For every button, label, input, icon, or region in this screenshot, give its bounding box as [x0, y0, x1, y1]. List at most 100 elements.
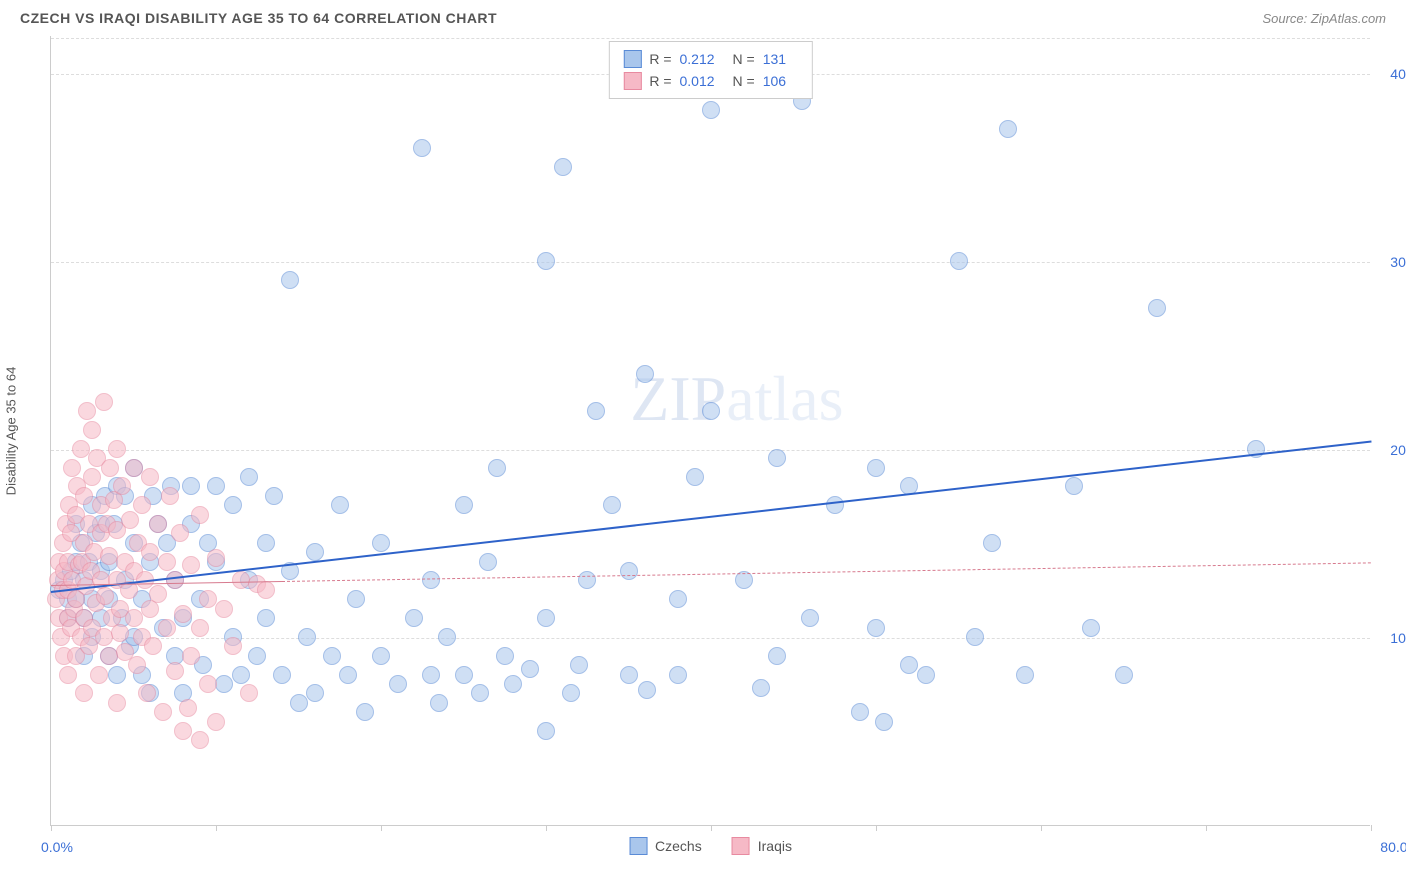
scatter-point [166, 571, 184, 589]
scatter-point [306, 684, 324, 702]
legend-r-value: 0.212 [680, 51, 725, 67]
scatter-point [537, 609, 555, 627]
scatter-point [191, 506, 209, 524]
scatter-point [100, 647, 118, 665]
scatter-point [171, 524, 189, 542]
scatter-point [207, 477, 225, 495]
scatter-point [182, 556, 200, 574]
scatter-point [455, 496, 473, 514]
scatter-point [1115, 666, 1133, 684]
scatter-point [125, 459, 143, 477]
scatter-point [248, 647, 266, 665]
scatter-point [372, 534, 390, 552]
scatter-point [191, 731, 209, 749]
source-attribution: Source: ZipAtlas.com [1262, 11, 1386, 26]
scatter-point [875, 713, 893, 731]
scatter-point [78, 402, 96, 420]
scatter-point [900, 656, 918, 674]
x-tick-mark [1041, 825, 1042, 831]
scatter-point [537, 252, 555, 270]
scatter-point [471, 684, 489, 702]
scatter-point [603, 496, 621, 514]
scatter-point [149, 515, 167, 533]
scatter-point [455, 666, 473, 684]
scatter-point [179, 699, 197, 717]
scatter-point [149, 585, 167, 603]
gridline [51, 38, 1370, 39]
scatter-point [752, 679, 770, 697]
x-tick-mark [216, 825, 217, 831]
scatter-point [413, 139, 431, 157]
y-tick-label: 30.0% [1390, 254, 1406, 270]
scatter-point [133, 496, 151, 514]
scatter-point [182, 477, 200, 495]
scatter-point [154, 703, 172, 721]
scatter-point [273, 666, 291, 684]
scatter-point [636, 365, 654, 383]
scatter-point [966, 628, 984, 646]
scatter-point [768, 647, 786, 665]
legend-swatch [732, 837, 750, 855]
scatter-point [141, 543, 159, 561]
scatter-point [339, 666, 357, 684]
y-axis-label: Disability Age 35 to 64 [4, 366, 19, 495]
scatter-point [562, 684, 580, 702]
series-legend: Czechs Iraqis [629, 837, 792, 855]
scatter-point [1065, 477, 1083, 495]
gridline [51, 262, 1370, 263]
scatter-point [488, 459, 506, 477]
scatter-point [75, 684, 93, 702]
scatter-point [587, 402, 605, 420]
x-tick-mark [1371, 825, 1372, 831]
scatter-point [479, 553, 497, 571]
scatter-point [983, 534, 1001, 552]
legend-n-value: 131 [763, 51, 798, 67]
scatter-point [768, 449, 786, 467]
legend-series-name: Czechs [655, 838, 702, 854]
y-tick-label: 40.0% [1390, 66, 1406, 82]
scatter-point [430, 694, 448, 712]
gridline [51, 450, 1370, 451]
scatter-point [83, 421, 101, 439]
scatter-point [161, 487, 179, 505]
scatter-point [521, 660, 539, 678]
x-tick-label-min: 0.0% [41, 839, 73, 855]
scatter-point [620, 666, 638, 684]
y-tick-label: 10.0% [1390, 630, 1406, 646]
scatter-point [224, 496, 242, 514]
scatter-point [215, 675, 233, 693]
scatter-point [950, 252, 968, 270]
scatter-point [101, 459, 119, 477]
legend-n-value: 106 [763, 73, 798, 89]
scatter-point [298, 628, 316, 646]
scatter-point [389, 675, 407, 693]
scatter-point [405, 609, 423, 627]
scatter-point [95, 393, 113, 411]
scatter-point [240, 468, 258, 486]
legend-r-value: 0.012 [680, 73, 725, 89]
scatter-point [917, 666, 935, 684]
scatter-point [1082, 619, 1100, 637]
scatter-point [224, 637, 242, 655]
scatter-point [578, 571, 596, 589]
trend-line [51, 440, 1371, 592]
legend-row: R =0.012N =106 [623, 70, 797, 92]
scatter-point [174, 722, 192, 740]
scatter-point [496, 647, 514, 665]
scatter-point [199, 675, 217, 693]
scatter-point [257, 609, 275, 627]
scatter-point [638, 681, 656, 699]
x-tick-mark [381, 825, 382, 831]
x-tick-mark [1206, 825, 1207, 831]
scatter-point [702, 101, 720, 119]
scatter-point [158, 553, 176, 571]
correlation-legend: R =0.212N =131R =0.012N =106 [608, 41, 812, 99]
scatter-point [504, 675, 522, 693]
scatter-point [347, 590, 365, 608]
scatter-point [72, 440, 90, 458]
x-tick-mark [546, 825, 547, 831]
scatter-point [207, 549, 225, 567]
legend-r-label: R = [649, 51, 671, 67]
scatter-point [108, 666, 126, 684]
legend-series-name: Iraqis [758, 838, 792, 854]
